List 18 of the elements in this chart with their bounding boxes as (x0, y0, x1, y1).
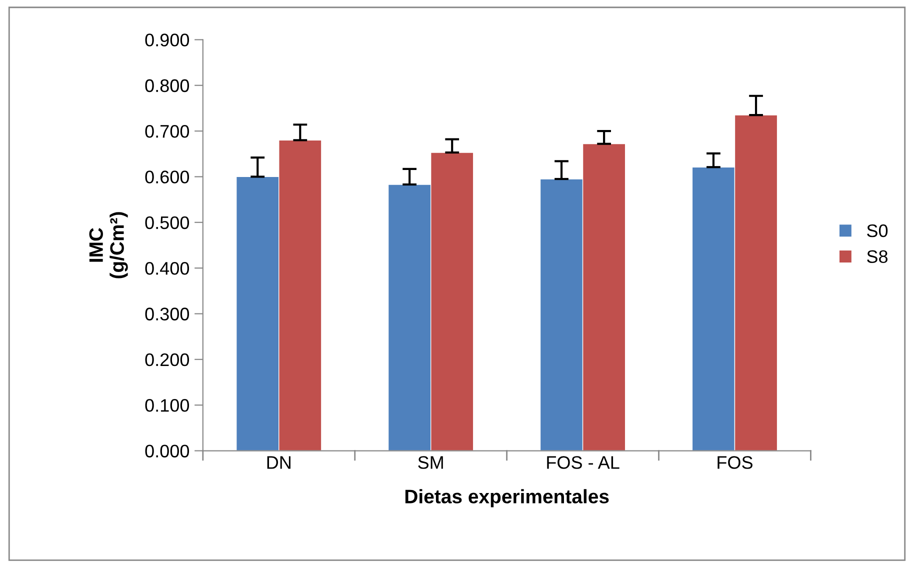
y-tick-label: 0.200 (145, 353, 190, 366)
y-tick-label: 0.700 (145, 124, 190, 138)
x-tick-label: SM (418, 456, 443, 469)
legend-label: S8 (867, 250, 888, 264)
y-tick-label: 0.400 (145, 262, 190, 275)
x-tick-label: DN (267, 456, 290, 469)
y-tick-label: 0.000 (145, 444, 190, 458)
x-axis-title: Dietas experimentales (405, 489, 609, 508)
y-tick-label: 0.500 (145, 216, 190, 230)
y-tick-label: 0.900 (145, 34, 190, 46)
y-tick-label: 0.600 (145, 170, 190, 184)
y-tick-label: 0.800 (145, 79, 190, 92)
x-tick-label: FOS - AL (547, 456, 620, 469)
y-tick-label: 0.100 (145, 399, 190, 412)
y-tick-label: 0.300 (145, 308, 190, 320)
x-tick-label: FOS (718, 456, 752, 469)
y-axis-title: IMC (g/Cm²) (89, 212, 128, 278)
legend-label: S0 (867, 224, 888, 238)
